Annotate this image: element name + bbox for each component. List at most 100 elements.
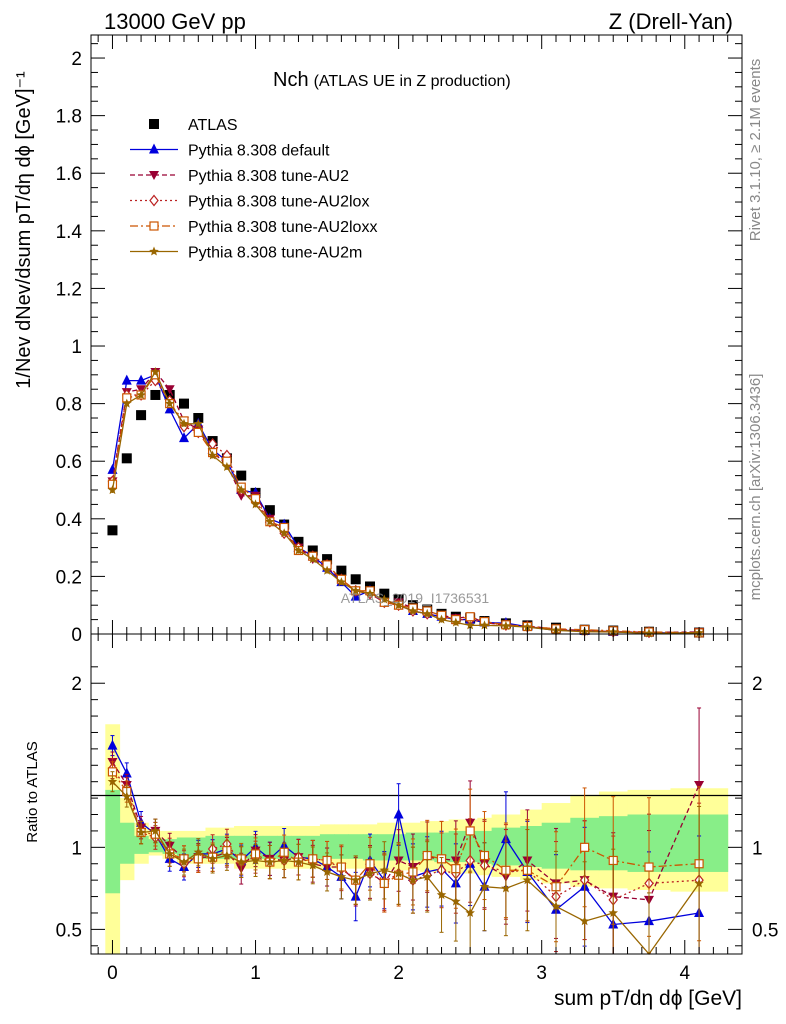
ratio-data-point [393, 868, 404, 878]
band-bin [133, 835, 149, 854]
legend-label: Pythia 8.308 tune-AU2loxx [188, 219, 377, 236]
data-point [179, 418, 189, 428]
main-y-tick-label: 0 [71, 625, 82, 646]
ratio-data-point [222, 850, 232, 860]
data-point [207, 450, 218, 460]
data-point [164, 385, 175, 395]
data-point [501, 620, 511, 630]
ratio-y-tick-label-right: 0.5 [752, 920, 778, 941]
main-y-tick-label: 1.6 [56, 164, 82, 185]
main-y-tick-label: 0.8 [56, 395, 82, 416]
data-point [136, 410, 147, 421]
main-y-tick-label: 0.2 [56, 567, 82, 588]
data-point [379, 588, 390, 599]
ratio-data-point [465, 908, 475, 917]
data-point [164, 398, 175, 408]
ratio-data-point [350, 875, 361, 885]
ratio-data-point [422, 871, 432, 881]
data-point [379, 594, 390, 604]
ratio-series-line [111, 768, 700, 901]
ratio-data-point [644, 862, 654, 872]
x-tick-label: 0 [107, 963, 118, 984]
band-bin [520, 826, 543, 868]
main-y-axis-label: 1/Nev dNev/dsum pT/dη dϕ [GeV]⁻¹ [13, 71, 35, 389]
ratio-plot-panel: 0 1 2 3 4 0.5 0.5 1 1 2 2 Ratio to ATLAS sum pT/dη… [24, 633, 778, 1010]
legend-label: Pythia 8.308 tune-AU2 [188, 168, 349, 185]
data-point [236, 491, 247, 501]
data-point [479, 620, 490, 630]
ratio-data-point [236, 857, 246, 867]
data-point [250, 499, 261, 509]
data-point [393, 600, 404, 610]
rivet-label: Rivet 3.1.10, ≥ 2.1M events [747, 59, 764, 242]
ratio-y-tick-label: 1 [71, 838, 82, 859]
ratio-data-point [694, 878, 704, 888]
legend-marker [149, 171, 159, 180]
legend-marker [149, 143, 159, 154]
legend-entry: Pythia 8.308 tune-AU2loxx [130, 219, 377, 236]
data-point [451, 617, 461, 627]
legend-marker [149, 119, 159, 129]
ratio-data-point [479, 881, 490, 891]
ratio-data-point [250, 855, 261, 865]
data-point [222, 462, 232, 471]
data-point [436, 614, 447, 624]
legend-label: ATLAS [188, 117, 238, 134]
data-point [265, 516, 275, 526]
ratio-data-point [121, 767, 132, 778]
main-y-axis: 0 0.2 0.4 0.6 0.8 1 1.2 1.4 1.6 1.8 2 [56, 35, 742, 646]
data-point [136, 374, 147, 385]
band-bin [348, 834, 364, 859]
data-point [179, 398, 189, 409]
data-point [644, 628, 654, 638]
ratio-series-line [112, 781, 700, 956]
ratio-data-point [136, 827, 146, 837]
ratio-series-pythia-8-308-tune-au2m [107, 771, 704, 956]
main-plot-panel: ATLAS_2019_I1736531 0 0.2 0.4 0.6 0.8 1 1.2 1.4… [13, 34, 743, 646]
legend-label: Pythia 8.308 tune-AU2m [188, 245, 362, 262]
ratio-plot-frame [90, 633, 743, 955]
band-bin [105, 789, 121, 894]
data-point [350, 585, 361, 595]
data-point [522, 622, 533, 632]
header-energy: 13000 GeV pp [104, 9, 246, 34]
x-tick-label: 2 [393, 963, 404, 984]
legend-entry: Pythia 8.308 tune-AU2lox [130, 194, 369, 211]
legend-label: Pythia 8.308 tune-AU2lox [188, 194, 369, 211]
legend-entry: Pythia 8.308 tune-AU2m [130, 245, 362, 262]
legend-entry: ATLAS [149, 117, 238, 134]
mcplots-label: mcplots.cern.ch [arXiv:1306.3436] [747, 374, 764, 601]
data-point [164, 403, 175, 414]
ratio-data-point [336, 871, 347, 881]
data-point [107, 485, 118, 495]
ratio-y-tick-label: 2 [71, 674, 82, 695]
ratio-data-point [265, 857, 275, 867]
main-title: Nch (ATLAS UE in Z production) [273, 69, 511, 91]
data-point [408, 606, 418, 615]
data-point [308, 554, 318, 564]
data-point [465, 620, 475, 630]
data-point [121, 453, 132, 464]
data-point [150, 366, 161, 376]
ratio-data-point [193, 847, 204, 857]
ratio-data-point [107, 739, 118, 750]
ratio-data-point [293, 857, 304, 867]
header-process: Z (Drell-Yan) [609, 9, 733, 34]
ratio-data-point [501, 883, 511, 893]
series-line [111, 370, 700, 635]
legend-label: Pythia 8.308 default [188, 143, 330, 160]
main-y-tick-label: 0.4 [56, 510, 83, 531]
ratio-data-point [164, 848, 175, 858]
ratio-data-point [408, 875, 418, 885]
ratio-data-point [279, 855, 289, 865]
ratio-y-tick-label: 0.5 [56, 920, 82, 941]
main-y-tick-label: 1.8 [56, 107, 82, 128]
series-line [111, 373, 700, 634]
ratio-series-line [111, 745, 700, 926]
data-point [465, 612, 475, 622]
ratio-series-layer [107, 707, 705, 956]
x-axis-label: sum pT/dη dϕ [GeV] [554, 987, 742, 1010]
legend-entry: Pythia 8.308 tune-AU2 [130, 168, 349, 185]
data-point [136, 390, 146, 399]
